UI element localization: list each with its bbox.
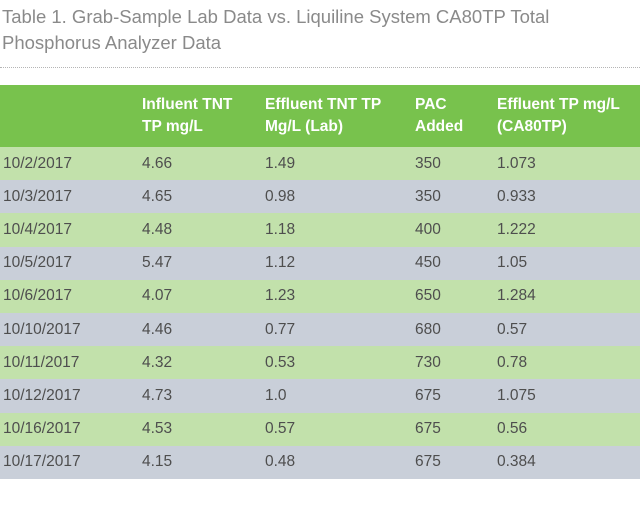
header-influent-tnt-tp: Influent TNT TP mg/L (142, 85, 265, 147)
header-ca80tp-line-2: (CA80TP) (497, 118, 567, 135)
cell-pac: 680 (415, 312, 497, 347)
cell-effluent-lab: 1.18 (265, 213, 415, 247)
cell-effluent-ca80tp: 0.56 (497, 412, 640, 446)
cell-influent: 4.53 (142, 412, 265, 446)
table-row: 10/2/2017 4.66 1.49 350 1.073 (0, 147, 640, 181)
cell-date: 10/10/2017 (0, 312, 142, 347)
header-effluent-lab-line-2: Mg/L (Lab) (265, 118, 344, 135)
header-pac-added: PAC Added (415, 85, 497, 147)
cell-effluent-lab: 1.23 (265, 279, 415, 313)
cell-date: 10/16/2017 (0, 412, 142, 446)
cell-date: 10/4/2017 (0, 213, 142, 247)
cell-effluent-ca80tp: 1.222 (497, 213, 640, 247)
cell-pac: 350 (415, 147, 497, 181)
cell-effluent-ca80tp: 0.78 (497, 346, 640, 380)
cell-pac: 350 (415, 180, 497, 214)
cell-influent: 4.07 (142, 279, 265, 313)
table-row: 10/3/2017 4.65 0.98 350 0.933 (0, 180, 640, 214)
cell-effluent-ca80tp: 0.384 (497, 445, 640, 479)
cell-pac: 730 (415, 346, 497, 380)
table-row: 10/11/2017 4.32 0.53 730 0.78 (0, 346, 640, 380)
cell-effluent-ca80tp: 1.05 (497, 246, 640, 280)
table-row: 10/5/2017 5.47 1.12 450 1.05 (0, 246, 640, 280)
table-row: 10/10/2017 4.46 0.77 680 0.57 (0, 312, 640, 347)
cell-date: 10/6/2017 (0, 279, 142, 313)
cell-effluent-lab: 1.12 (265, 246, 415, 280)
cell-effluent-lab: 1.0 (265, 379, 415, 413)
header-influent-line-2: TP mg/L (142, 118, 203, 135)
cell-date: 10/12/2017 (0, 379, 142, 413)
header-effluent-lab-line-1: Effluent TNT TP (265, 96, 382, 113)
cell-influent: 4.73 (142, 379, 265, 413)
cell-date: 10/17/2017 (0, 445, 142, 479)
dotted-divider (0, 67, 640, 68)
cell-pac: 675 (415, 445, 497, 479)
cell-effluent-lab: 0.53 (265, 346, 415, 380)
cell-pac: 675 (415, 379, 497, 413)
cell-influent: 4.48 (142, 213, 265, 247)
cell-pac: 675 (415, 412, 497, 446)
table-row: 10/6/2017 4.07 1.23 650 1.284 (0, 279, 640, 313)
cell-pac: 650 (415, 279, 497, 313)
caption-line-2: Phosphorus Analyzer Data (2, 32, 222, 53)
data-table: Influent TNT TP mg/L Effluent TNT TP Mg/… (0, 85, 640, 479)
header-pac-line-1: PAC (415, 96, 447, 113)
cell-date: 10/3/2017 (0, 180, 142, 214)
cell-influent: 4.32 (142, 346, 265, 380)
cell-effluent-lab: 0.98 (265, 180, 415, 214)
cell-influent: 4.66 (142, 147, 265, 181)
cell-effluent-ca80tp: 0.57 (497, 312, 640, 347)
table-caption: Table 1. Grab-Sample Lab Data vs. Liquil… (2, 4, 638, 56)
cell-effluent-ca80tp: 0.933 (497, 180, 640, 214)
table-row: 10/4/2017 4.48 1.18 400 1.222 (0, 213, 640, 247)
caption-line-1: Table 1. Grab-Sample Lab Data vs. Liquil… (2, 6, 550, 27)
cell-date: 10/11/2017 (0, 346, 142, 380)
cell-effluent-ca80tp: 1.075 (497, 379, 640, 413)
header-effluent-tp-ca80tp: Effluent TP mg/L (CA80TP) (497, 85, 640, 147)
header-ca80tp-line-1: Effluent TP mg/L (497, 96, 620, 113)
header-date (0, 85, 142, 147)
cell-effluent-lab: 1.49 (265, 147, 415, 181)
cell-effluent-lab: 0.48 (265, 445, 415, 479)
cell-influent: 4.46 (142, 312, 265, 347)
cell-effluent-ca80tp: 1.284 (497, 279, 640, 313)
table-row: 10/17/2017 4.15 0.48 675 0.384 (0, 445, 640, 479)
table-row: 10/12/2017 4.73 1.0 675 1.075 (0, 379, 640, 413)
header-influent-line-1: Influent TNT (142, 96, 233, 113)
cell-influent: 5.47 (142, 246, 265, 280)
header-effluent-tnt-tp-lab: Effluent TNT TP Mg/L (Lab) (265, 85, 415, 147)
cell-influent: 4.65 (142, 180, 265, 214)
table-row: 10/16/2017 4.53 0.57 675 0.56 (0, 412, 640, 446)
cell-pac: 450 (415, 246, 497, 280)
cell-effluent-ca80tp: 1.073 (497, 147, 640, 181)
cell-date: 10/5/2017 (0, 246, 142, 280)
table-header-row: Influent TNT TP mg/L Effluent TNT TP Mg/… (0, 85, 640, 147)
cell-effluent-lab: 0.77 (265, 312, 415, 347)
cell-influent: 4.15 (142, 445, 265, 479)
header-pac-line-2: Added (415, 118, 464, 135)
cell-date: 10/2/2017 (0, 147, 142, 181)
cell-pac: 400 (415, 213, 497, 247)
cell-effluent-lab: 0.57 (265, 412, 415, 446)
